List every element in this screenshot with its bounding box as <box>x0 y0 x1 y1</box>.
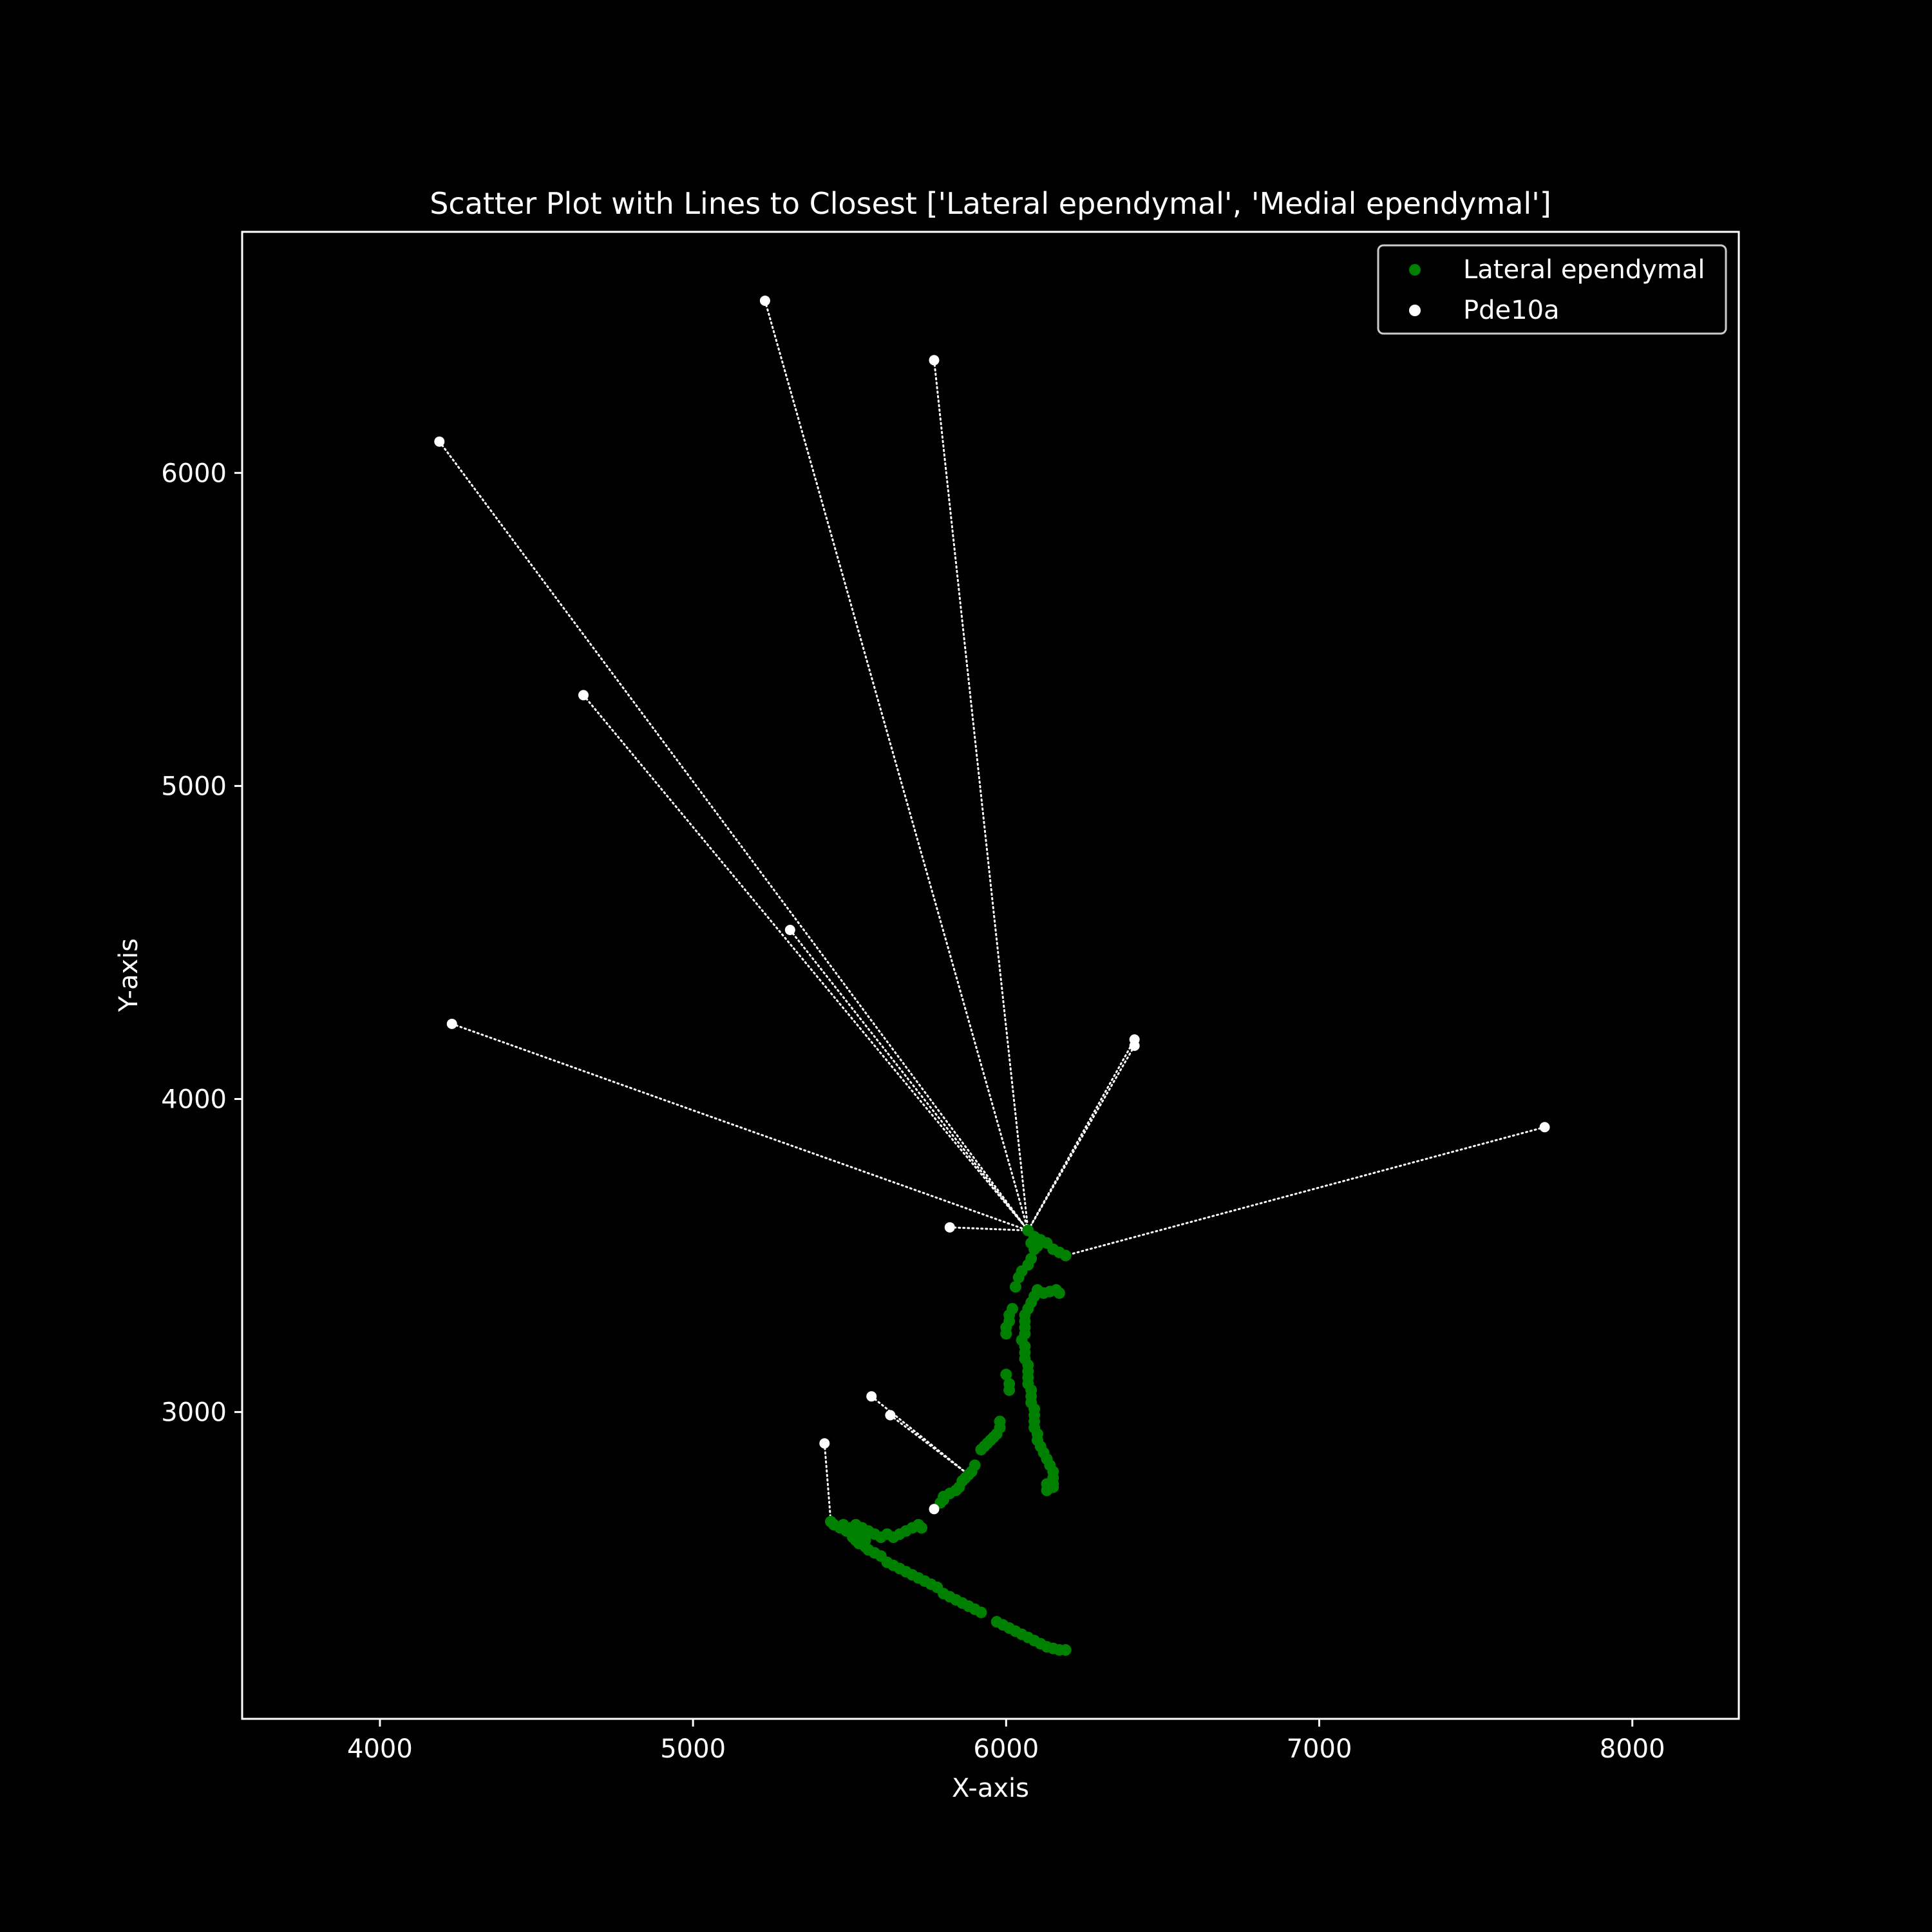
y-axis-label: Y-axis <box>114 938 144 1012</box>
x-tick-label: 8000 <box>1600 1734 1665 1764</box>
series-pde10a <box>434 295 1550 1515</box>
x-axis-ticks: 4000 5000 6000 7000 8000 <box>347 1719 1665 1764</box>
lateral-ependymal-point <box>975 1606 987 1618</box>
lateral-ependymal-point <box>1003 1384 1016 1396</box>
lateral-ependymal-point <box>1059 1249 1072 1262</box>
x-tick-label: 5000 <box>660 1734 726 1764</box>
connection-line <box>451 1023 1029 1232</box>
lateral-ependymal-point <box>1053 1287 1065 1299</box>
series-lateral-ependymal <box>825 1224 1072 1656</box>
y-axis-ticks: 3000 4000 5000 6000 <box>161 459 242 1428</box>
lateral-ependymal-point <box>938 1490 950 1502</box>
connection-line <box>949 1226 1029 1232</box>
y-tick-label: 6000 <box>161 459 227 488</box>
legend-frame <box>1377 244 1727 335</box>
pde10a-point <box>944 1222 955 1233</box>
connection-line <box>1065 1126 1546 1257</box>
pde10a-point <box>1129 1040 1140 1051</box>
x-tick-label: 4000 <box>347 1734 413 1764</box>
x-tick-label: 6000 <box>973 1734 1039 1764</box>
legend-label-lateral-ependymal: Lateral ependymal <box>1463 255 1705 285</box>
pde10a-point <box>1539 1122 1550 1133</box>
lateral-ependymal-point <box>916 1522 928 1534</box>
pde10a-point <box>885 1410 896 1421</box>
pde10a-point <box>578 690 589 701</box>
plot-frame <box>241 231 1740 1720</box>
pde10a-point <box>929 1504 940 1515</box>
lateral-ependymal-point <box>1000 1368 1012 1381</box>
connection-line <box>889 1414 970 1476</box>
pde10a-point <box>784 925 795 936</box>
connection-line <box>582 694 1029 1232</box>
legend-marker-lateral-ependymal <box>1409 264 1421 276</box>
x-axis-label: X-axis <box>952 1774 1029 1803</box>
pde10a-point <box>434 436 445 447</box>
pde10a-point <box>929 355 940 366</box>
pde10a-point <box>759 295 770 306</box>
data-points <box>434 295 1550 1656</box>
pde10a-point <box>866 1391 877 1402</box>
connection-line <box>933 359 1029 1232</box>
plot-area <box>242 232 1739 1719</box>
connection-lines <box>438 299 1546 1523</box>
pde10a-point <box>446 1018 457 1029</box>
legend: Lateral ependymal Pde10a <box>1377 244 1727 335</box>
legend-marker-pde10a <box>1409 305 1421 316</box>
lateral-ependymal-point <box>1000 1328 1012 1340</box>
pde10a-point <box>819 1438 830 1449</box>
chart-title: Scatter Plot with Lines to Closest ['Lat… <box>430 186 1551 221</box>
connection-line <box>1027 1045 1136 1232</box>
lateral-ependymal-point <box>1059 1644 1072 1656</box>
x-tick-label: 7000 <box>1287 1734 1352 1764</box>
lateral-ependymal-point <box>847 1525 859 1537</box>
lateral-ependymal-point <box>975 1443 987 1455</box>
lateral-ependymal-point <box>1009 1281 1021 1293</box>
lateral-ependymal-point <box>1028 1243 1041 1255</box>
connection-line <box>789 929 1029 1232</box>
y-tick-label: 4000 <box>161 1085 227 1115</box>
legend-label-pde10a: Pde10a <box>1463 296 1560 325</box>
lateral-ependymal-point <box>859 1534 871 1546</box>
lateral-ependymal-point <box>1012 1271 1025 1283</box>
y-tick-label: 5000 <box>161 772 227 801</box>
y-tick-label: 3000 <box>161 1398 227 1428</box>
connection-line <box>764 299 1029 1232</box>
connection-line <box>438 440 1029 1232</box>
connection-line <box>823 1442 832 1523</box>
lateral-ependymal-point <box>1047 1481 1059 1493</box>
